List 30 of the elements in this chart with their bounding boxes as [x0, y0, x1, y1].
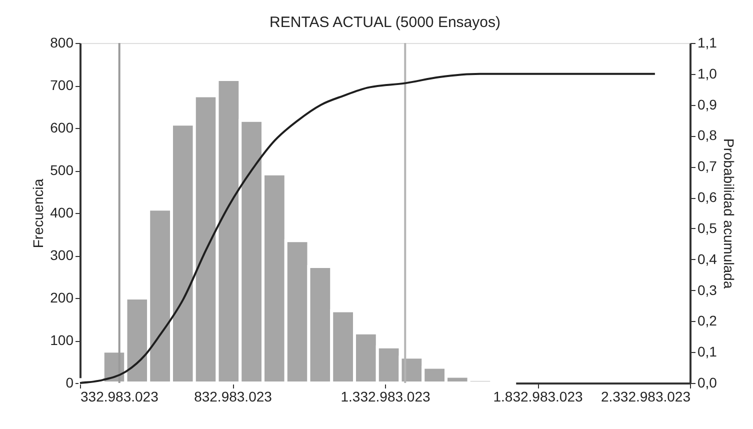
y2-tick-label: 1,0 — [698, 65, 718, 82]
y-axis-title: Frecuencia — [30, 178, 46, 248]
y2-tick-label: 0,3 — [698, 282, 718, 298]
y-tick-label: 0 — [66, 374, 74, 390]
y2-tick-label: 0,5 — [698, 220, 718, 236]
y-tick-label: 800 — [50, 34, 74, 50]
y2-tick-label: 1,1 — [698, 34, 718, 50]
y2-tick-label: 0,8 — [698, 127, 718, 144]
y2-axis-title: Probabilidad acumulada — [720, 138, 737, 289]
y2-tick-label: 0,0 — [698, 374, 718, 390]
x-tick-label: 832.983.023 — [194, 388, 272, 404]
y2-tick-label: 0,7 — [698, 158, 718, 174]
y-tick-label: 200 — [50, 290, 74, 306]
y2-tick-label: 0,6 — [698, 189, 718, 206]
y-tick-label: 600 — [50, 120, 74, 136]
line-series — [79, 72, 656, 384]
x-tick-label: 332.983.023 — [80, 388, 159, 404]
x-tick-label: 1.832.983.023 — [493, 388, 583, 404]
y-tick-label: 500 — [50, 162, 74, 178]
chart-title: RENTAS ACTUAL (5000 Ensayos) — [270, 14, 500, 31]
x-tick-label: 1.332.983.023 — [340, 388, 430, 404]
y2-tick-label: 0,2 — [698, 312, 718, 329]
y2-tick-label: 0,9 — [698, 96, 718, 112]
y2-tick-label: 0,4 — [698, 250, 718, 267]
y-tick-label: 100 — [50, 332, 74, 348]
y-tick-label: 400 — [50, 204, 74, 220]
y2-tick-label: 0,1 — [698, 344, 718, 360]
y-tick-label: 700 — [50, 77, 74, 93]
x-tick-label: 2.332.983.023 — [600, 388, 691, 404]
y-tick-label: 300 — [50, 247, 74, 263]
